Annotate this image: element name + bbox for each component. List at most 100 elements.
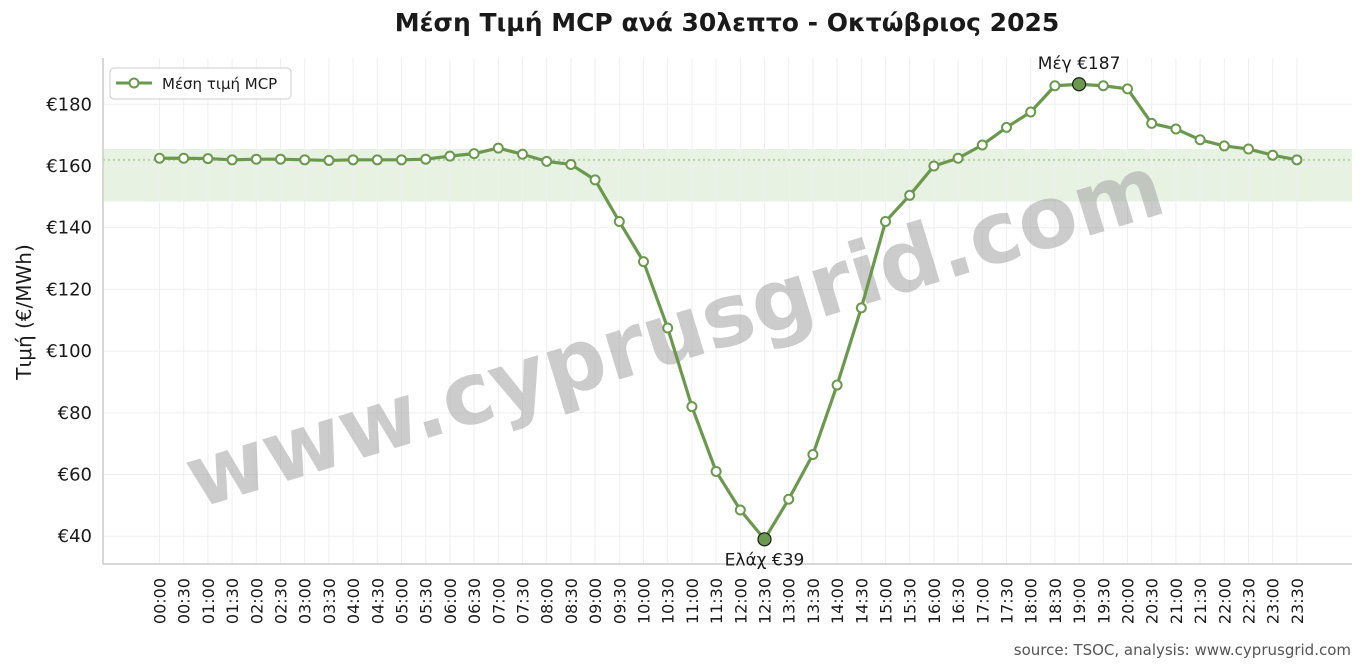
data-point xyxy=(613,216,625,228)
legend-marker xyxy=(128,77,140,89)
x-tick-label: 11:00 xyxy=(683,578,702,624)
data-point xyxy=(1146,117,1158,129)
data-point xyxy=(662,322,674,334)
y-tick-label: €60 xyxy=(58,465,92,486)
data-point xyxy=(1218,140,1230,152)
data-point xyxy=(976,139,988,151)
annotation-max: Μέγ €187 xyxy=(1038,54,1121,74)
data-point xyxy=(1194,134,1206,146)
x-tick-label: 06:30 xyxy=(465,578,484,624)
x-tick-label: 09:30 xyxy=(610,578,629,624)
x-tick-label: 10:00 xyxy=(635,578,654,624)
legend-box xyxy=(109,67,292,100)
data-point xyxy=(783,493,795,505)
data-point xyxy=(299,154,311,166)
x-tick-label: 12:00 xyxy=(731,578,750,624)
data-point xyxy=(347,154,359,166)
data-point xyxy=(1170,123,1182,135)
x-tick-label: 03:30 xyxy=(320,578,339,624)
x-tick-label: 14:00 xyxy=(828,578,847,624)
data-point xyxy=(178,152,190,164)
x-tick-label: 04:00 xyxy=(344,578,363,624)
x-tick-label: 02:00 xyxy=(247,578,266,624)
x-tick-label: 00:30 xyxy=(175,578,194,624)
chart-title: Μέση Τιμή MCP ανά 30λεπτο - Οκτώβριος 20… xyxy=(395,8,1060,37)
data-point xyxy=(1049,80,1061,92)
data-point xyxy=(1001,121,1012,133)
x-tick-label: 21:00 xyxy=(1167,578,1186,624)
x-tick-label: 22:00 xyxy=(1215,578,1234,624)
x-tick-label: 11:30 xyxy=(707,578,726,624)
x-tick-label: 08:30 xyxy=(562,578,581,624)
data-point xyxy=(928,160,940,172)
legend-label: Μέση τιμή MCP xyxy=(162,75,277,93)
y-tick-label: €140 xyxy=(46,218,92,239)
data-point xyxy=(831,379,843,391)
data-point xyxy=(952,152,964,164)
y-tick-label: €40 xyxy=(58,526,92,547)
x-tick-label: 19:00 xyxy=(1070,578,1089,624)
data-point xyxy=(468,148,480,160)
series-points xyxy=(154,77,1303,547)
x-tick-label: 22:30 xyxy=(1240,578,1259,624)
data-point xyxy=(1243,143,1254,155)
x-tick-label: 21:30 xyxy=(1191,578,1210,624)
data-point xyxy=(154,152,165,164)
x-tick-label: 16:00 xyxy=(925,578,944,624)
x-tick-label: 12:30 xyxy=(756,578,775,624)
data-point xyxy=(371,154,383,166)
grid xyxy=(103,58,1352,564)
data-point xyxy=(517,148,528,160)
x-tick-label: 05:30 xyxy=(417,578,436,624)
y-tick-label: €160 xyxy=(46,156,92,177)
x-tick-label: 23:30 xyxy=(1288,578,1307,624)
x-tick-label: 17:30 xyxy=(998,578,1017,624)
x-tick-label: 01:30 xyxy=(223,578,242,624)
x-tick-label: 07:30 xyxy=(514,578,533,624)
data-point xyxy=(734,504,746,516)
data-point xyxy=(565,158,577,170)
x-tick-label: 09:00 xyxy=(586,578,605,624)
ticks: €40 €60 €80 €100 €120 €140 €160 €180 00:00 00:30 0… xyxy=(46,94,1307,624)
x-tick-label: 19:30 xyxy=(1094,578,1113,624)
x-tick-label: 06:00 xyxy=(441,578,460,624)
x-tick-label: 02:30 xyxy=(272,578,291,624)
data-point xyxy=(638,256,649,268)
annotations: Μέγ €187 Ελάχ €39 xyxy=(725,54,1121,570)
x-tick-label: 14:30 xyxy=(852,578,871,624)
x-tick-label: 18:00 xyxy=(1022,578,1041,624)
annotation-min: Ελάχ €39 xyxy=(725,550,805,570)
data-point xyxy=(226,154,238,166)
x-tick-label: 04:30 xyxy=(368,578,387,624)
data-point xyxy=(1122,83,1133,95)
max-point xyxy=(1071,77,1087,92)
x-tick-label: 13:30 xyxy=(804,578,823,624)
data-point xyxy=(275,153,286,165)
data-point xyxy=(1267,149,1279,161)
x-tick-label: 01:00 xyxy=(199,578,218,624)
legend: Μέση τιμή MCP xyxy=(109,67,292,100)
data-point xyxy=(589,174,601,186)
data-point xyxy=(710,465,722,477)
data-point xyxy=(250,153,262,165)
data-point xyxy=(541,155,553,167)
min-point xyxy=(757,532,772,547)
band xyxy=(103,149,1352,202)
y-tick-label: €80 xyxy=(58,403,92,424)
x-tick-label: 16:30 xyxy=(949,578,968,624)
data-point xyxy=(396,154,407,166)
x-tick-label: 18:30 xyxy=(1046,578,1065,624)
source-note: source: TSOC, analysis: www.cyprusgrid.c… xyxy=(1014,641,1351,659)
data-point xyxy=(323,154,335,166)
plot-area: www.cyprusgrid.com Μέγ €187 Ελάχ €39 xyxy=(102,54,1352,570)
x-tick-label: 13:00 xyxy=(780,578,799,624)
data-point xyxy=(1025,106,1037,118)
data-point xyxy=(1291,154,1303,166)
x-tick-label: 03:00 xyxy=(296,578,315,624)
data-point xyxy=(880,216,891,228)
x-tick-label: 10:30 xyxy=(659,578,678,624)
data-point xyxy=(420,153,432,165)
data-point xyxy=(904,189,916,201)
data-point xyxy=(855,302,867,314)
